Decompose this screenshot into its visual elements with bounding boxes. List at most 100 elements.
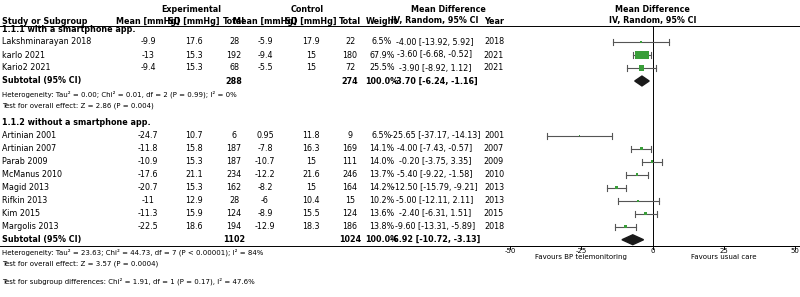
Text: 13.7%: 13.7% — [370, 170, 394, 179]
Text: Subtotal (95% CI): Subtotal (95% CI) — [2, 77, 82, 86]
Text: Magid 2013: Magid 2013 — [2, 183, 49, 192]
Text: Weight: Weight — [366, 17, 398, 26]
Text: -17.6: -17.6 — [138, 170, 158, 179]
Text: 100.0%: 100.0% — [366, 235, 398, 244]
Text: 2015: 2015 — [484, 209, 504, 218]
Text: Control: Control — [291, 4, 324, 13]
Text: 10.2%: 10.2% — [370, 196, 394, 205]
Text: 14.0%: 14.0% — [370, 157, 394, 166]
Text: Artinian 2007: Artinian 2007 — [2, 144, 56, 153]
Text: Test for overall effect: Z = 2.86 (P = 0.004): Test for overall effect: Z = 2.86 (P = 0… — [2, 102, 154, 109]
Bar — [650, 160, 654, 163]
Text: 13.8%: 13.8% — [370, 222, 394, 231]
Text: 180: 180 — [342, 50, 358, 59]
Text: 14.2%: 14.2% — [370, 183, 394, 192]
Text: -6: -6 — [261, 196, 269, 205]
Text: 15.8: 15.8 — [185, 144, 203, 153]
Text: 124: 124 — [226, 209, 242, 218]
Text: Mean Difference: Mean Difference — [615, 4, 690, 13]
Text: 15.3: 15.3 — [185, 50, 203, 59]
Text: 2018: 2018 — [484, 222, 504, 231]
Bar — [624, 225, 626, 228]
Text: -24.7: -24.7 — [138, 131, 158, 140]
Text: 1024: 1024 — [339, 235, 361, 244]
Text: 6: 6 — [231, 131, 237, 140]
Text: -12.2: -12.2 — [254, 170, 275, 179]
Text: Parab 2009: Parab 2009 — [2, 157, 48, 166]
Text: 162: 162 — [226, 183, 242, 192]
Text: 18.6: 18.6 — [186, 222, 202, 231]
Bar — [578, 135, 580, 137]
Text: -2.40 [-6.31, 1.51]: -2.40 [-6.31, 1.51] — [399, 209, 471, 218]
Text: 6.5%: 6.5% — [372, 131, 392, 140]
Text: -6.92 [-10.72, -3.13]: -6.92 [-10.72, -3.13] — [390, 235, 480, 244]
Text: 2013: 2013 — [484, 183, 504, 192]
Text: Total: Total — [339, 17, 361, 26]
Text: -5.00 [-12.11, 2.11]: -5.00 [-12.11, 2.11] — [396, 196, 474, 205]
Text: Subtotal (95% CI): Subtotal (95% CI) — [2, 235, 82, 244]
Text: 12.9: 12.9 — [185, 196, 203, 205]
Text: 2001: 2001 — [484, 131, 504, 140]
Text: Rifkin 2013: Rifkin 2013 — [2, 196, 47, 205]
Text: 17.9: 17.9 — [302, 37, 320, 47]
Text: 124: 124 — [342, 209, 358, 218]
Text: Total: Total — [223, 17, 245, 26]
Text: 100.0%: 100.0% — [366, 77, 398, 86]
Text: -25.65 [-37.17, -14.13]: -25.65 [-37.17, -14.13] — [390, 131, 480, 140]
Text: 13.6%: 13.6% — [370, 209, 394, 218]
Text: 10.4: 10.4 — [302, 196, 320, 205]
Text: 28: 28 — [229, 37, 239, 47]
Text: 187: 187 — [226, 157, 242, 166]
Text: 21.1: 21.1 — [185, 170, 203, 179]
Text: Kario2 2021: Kario2 2021 — [2, 64, 50, 72]
Text: SD [mmHg]: SD [mmHg] — [285, 17, 337, 26]
Text: 186: 186 — [342, 222, 358, 231]
Text: -11.3: -11.3 — [138, 209, 158, 218]
Text: 15.3: 15.3 — [185, 183, 203, 192]
Text: 72: 72 — [345, 64, 355, 72]
Text: 68: 68 — [229, 64, 239, 72]
Text: -7.8: -7.8 — [258, 144, 273, 153]
Text: 16.3: 16.3 — [302, 144, 320, 153]
Text: -4.00 [-7.43, -0.57]: -4.00 [-7.43, -0.57] — [398, 144, 473, 153]
Bar — [644, 212, 647, 215]
Text: 9: 9 — [347, 131, 353, 140]
Text: -4.00 [-13.92, 5.92]: -4.00 [-13.92, 5.92] — [396, 37, 474, 47]
Text: 22: 22 — [345, 37, 355, 47]
Text: 25: 25 — [719, 248, 728, 254]
Text: 164: 164 — [342, 183, 358, 192]
Text: 14.1%: 14.1% — [370, 144, 394, 153]
Text: 21.6: 21.6 — [302, 170, 320, 179]
Text: 0.95: 0.95 — [256, 131, 274, 140]
Text: 2021: 2021 — [484, 50, 504, 59]
Text: -11: -11 — [142, 196, 154, 205]
Text: -11.8: -11.8 — [138, 144, 158, 153]
Text: -9.60 [-13.31, -5.89]: -9.60 [-13.31, -5.89] — [395, 222, 475, 231]
Text: -12.50 [-15.79, -9.21]: -12.50 [-15.79, -9.21] — [392, 183, 478, 192]
Text: 0: 0 — [650, 248, 654, 254]
Text: Test for overall effect: Z = 3.57 (P = 0.0004): Test for overall effect: Z = 3.57 (P = 0… — [2, 261, 158, 267]
Text: 15.9: 15.9 — [185, 209, 203, 218]
Text: -8.9: -8.9 — [258, 209, 273, 218]
Text: 15: 15 — [306, 50, 316, 59]
Text: 67.9%: 67.9% — [370, 50, 394, 59]
Text: Mean [mmHg]: Mean [mmHg] — [116, 17, 180, 26]
Text: -25: -25 — [576, 248, 587, 254]
Text: -10.7: -10.7 — [254, 157, 275, 166]
Text: 15.5: 15.5 — [302, 209, 320, 218]
Text: 111: 111 — [342, 157, 358, 166]
Text: Experimental: Experimental — [161, 4, 221, 13]
Text: -9.9: -9.9 — [140, 37, 156, 47]
Text: 15.3: 15.3 — [185, 64, 203, 72]
Polygon shape — [634, 76, 649, 86]
Text: Favours BP telemonitoring: Favours BP telemonitoring — [535, 254, 627, 260]
Text: 15: 15 — [345, 196, 355, 205]
Text: 15.3: 15.3 — [185, 157, 203, 166]
Text: Margolis 2013: Margolis 2013 — [2, 222, 58, 231]
Text: -13: -13 — [142, 50, 154, 59]
Text: 1.1.2 without a smartphone app.: 1.1.2 without a smartphone app. — [2, 118, 150, 127]
Text: 1102: 1102 — [223, 235, 245, 244]
Text: 25.5%: 25.5% — [369, 64, 395, 72]
Text: 11.8: 11.8 — [302, 131, 320, 140]
Text: Favours usual care: Favours usual care — [691, 254, 757, 260]
